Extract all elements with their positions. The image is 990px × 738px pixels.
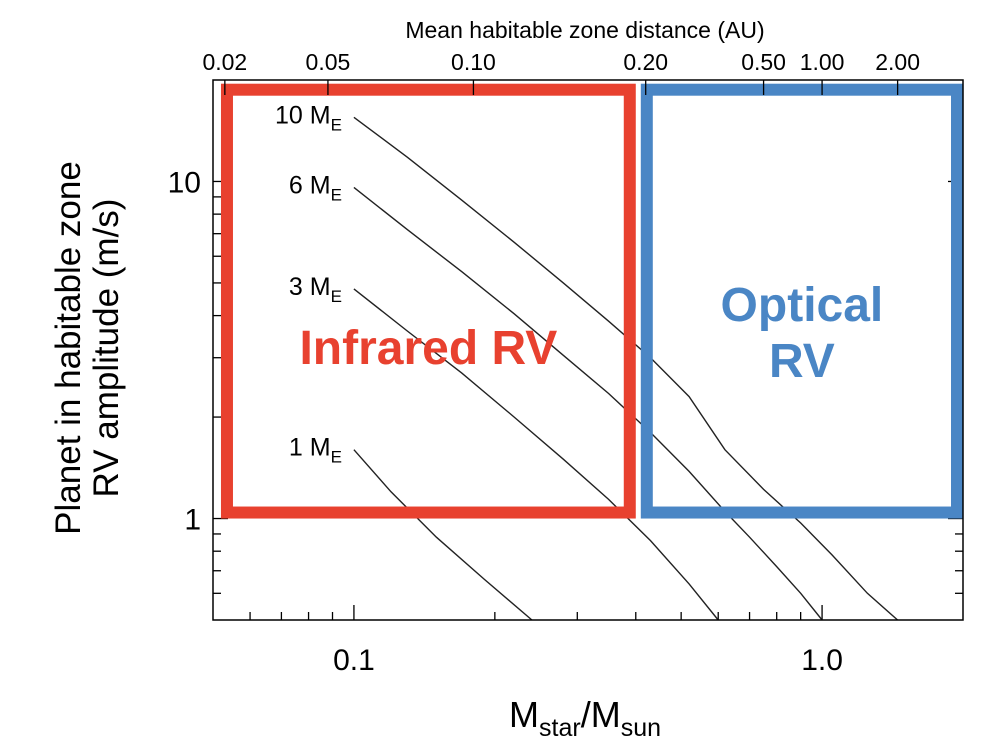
x-axis-title-sub2: sun bbox=[621, 714, 661, 738]
x-tick-label: 0.1 bbox=[333, 644, 375, 677]
curve-label: 10 ME bbox=[275, 101, 342, 134]
curve-label-subscript: E bbox=[331, 287, 342, 306]
curve-label-value: 3 M bbox=[289, 273, 331, 301]
x2-tick-label: 2.00 bbox=[875, 49, 920, 75]
region-label: Infrared RV bbox=[299, 322, 557, 375]
y-axis-title-line2: RV amplitude (m/s) bbox=[87, 199, 126, 498]
x-axis-title-sub: star bbox=[539, 714, 581, 738]
rv-curve bbox=[353, 116, 899, 621]
top-axis-title: Mean habitable zone distance (AU) bbox=[405, 17, 764, 43]
x-axis-title-main: M bbox=[509, 694, 539, 735]
curve-label-value: 10 M bbox=[275, 101, 331, 129]
region-label: Optical bbox=[721, 279, 884, 332]
x2-tick-label: 0.20 bbox=[623, 49, 668, 75]
curve-label-value: 6 M bbox=[289, 171, 331, 199]
x-tick-label: 1.0 bbox=[801, 644, 843, 677]
y-axis-title-line1: Planet in habitable zone bbox=[49, 161, 88, 535]
y-tick-label: 1 bbox=[184, 504, 201, 537]
plot-frame bbox=[212, 79, 964, 621]
rv-curve bbox=[353, 449, 533, 621]
curve-label-subscript: E bbox=[331, 185, 342, 204]
x2-tick-label: 0.50 bbox=[741, 49, 786, 75]
y-tick-label: 10 bbox=[168, 166, 201, 199]
region-box bbox=[640, 83, 963, 519]
x2-tick-label: 0.10 bbox=[451, 49, 496, 75]
x-axis-title: Mstar/Msun bbox=[509, 694, 661, 738]
x2-tick-label: 0.05 bbox=[306, 49, 351, 75]
curve-label-subscript: E bbox=[331, 115, 342, 134]
x2-tick-label: 1.00 bbox=[800, 49, 845, 75]
curve-label: 6 ME bbox=[289, 171, 342, 204]
curve-label-subscript: E bbox=[331, 448, 342, 467]
region-label: RV bbox=[769, 335, 835, 388]
axis-ticks bbox=[224, 80, 899, 95]
x-axis-title-sep: /M bbox=[581, 694, 621, 735]
curve-label: 3 ME bbox=[289, 273, 342, 306]
x2-tick-label: 0.02 bbox=[202, 49, 247, 75]
rv-curve bbox=[353, 288, 719, 621]
curve-label: 1 ME bbox=[289, 434, 342, 467]
region-box bbox=[220, 83, 636, 519]
axis-labels: 0.1 1.0 1 10 0.02 0.05 0.10 0.20 0.50 1.00 2.00 bbox=[168, 49, 920, 677]
curve-label-value: 1 M bbox=[289, 434, 331, 462]
rv-curves: 10 ME6 ME3 ME1 ME bbox=[275, 101, 899, 621]
